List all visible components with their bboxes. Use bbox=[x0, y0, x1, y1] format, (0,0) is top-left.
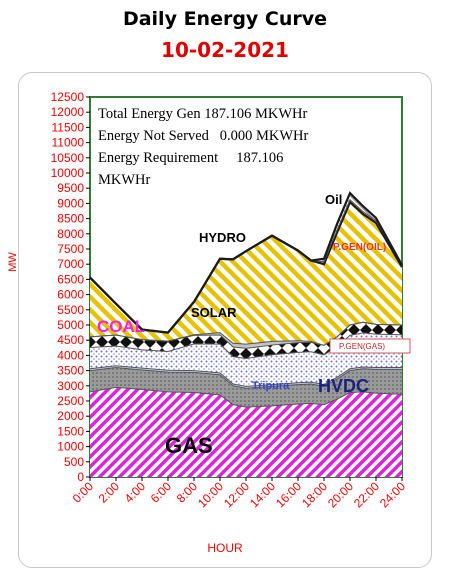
x-axis-label: HOUR bbox=[207, 541, 243, 555]
y-tick-label: 5500 bbox=[57, 303, 84, 317]
x-tick-label: 14:00 bbox=[247, 479, 278, 510]
y-tick-label: 2500 bbox=[57, 394, 84, 408]
y-tick-label: 8500 bbox=[57, 212, 84, 226]
area-tripura bbox=[90, 365, 402, 389]
x-tick-label: 24:00 bbox=[377, 479, 408, 510]
y-tick-label: 0 bbox=[77, 470, 84, 484]
y-tick-label: 8000 bbox=[57, 227, 84, 241]
y-tick-label: 2000 bbox=[57, 409, 84, 423]
y-tick-label: 10000 bbox=[51, 166, 85, 180]
label-tripura: Tripura bbox=[252, 380, 290, 392]
summary-line-1: Total Energy Gen 187.106 MKWHr bbox=[98, 106, 308, 122]
x-tick-label: 0:00 bbox=[70, 479, 97, 506]
summary-line-3: Energy Requirement 187.106 bbox=[98, 150, 283, 166]
line-p-gen-gas- bbox=[89, 332, 403, 359]
line-hvdc bbox=[89, 367, 402, 389]
line-oil bbox=[89, 191, 403, 334]
y-tick-label: 6000 bbox=[57, 288, 84, 302]
label-pgen-oil: P.GEN(OIL) bbox=[333, 242, 386, 253]
area-hydro bbox=[90, 202, 402, 346]
y-axis-label: MW bbox=[7, 252, 19, 272]
y-tick-label: 11500 bbox=[52, 120, 85, 134]
summary-line-2: Energy Not Served 0.000 MKWHr bbox=[98, 128, 309, 144]
y-tick-label: 1500 bbox=[57, 424, 84, 438]
y-tick-label: 3000 bbox=[57, 379, 84, 393]
y-tick-label: 5000 bbox=[57, 318, 84, 332]
y-tick-label: 7500 bbox=[57, 242, 84, 256]
line-solar bbox=[89, 321, 403, 346]
area-coal bbox=[90, 322, 402, 359]
y-tick-label: 9000 bbox=[57, 196, 84, 210]
y-tick-label: 12500 bbox=[51, 90, 85, 104]
x-tick-label: 2:00 bbox=[96, 479, 123, 506]
y-tick-label: 6500 bbox=[57, 272, 84, 286]
x-tick-label: 20:00 bbox=[325, 479, 356, 510]
y-tick-label: 9500 bbox=[57, 181, 84, 195]
x-tick-label: 12:00 bbox=[221, 479, 252, 510]
label-coal: COAL bbox=[97, 317, 145, 336]
label-pgen-gas-box bbox=[329, 338, 411, 354]
y-tick-label: 4500 bbox=[57, 333, 84, 347]
x-tick-label: 10:00 bbox=[195, 479, 226, 510]
line-tripura bbox=[89, 365, 402, 387]
label-oil: Oil bbox=[325, 192, 342, 207]
label-hvdc: HVDC bbox=[318, 376, 369, 396]
x-tick-label: 18:00 bbox=[299, 479, 330, 510]
label-hydro: HYDRO bbox=[199, 230, 246, 245]
energy-summary-box: Total Energy Gen 187.106 MKWHr Energy No… bbox=[98, 106, 309, 188]
area-gas bbox=[90, 387, 402, 477]
y-tick-label: 3500 bbox=[57, 364, 84, 378]
y-tick-label: 12000 bbox=[51, 105, 85, 119]
y-tick-label: 1000 bbox=[57, 440, 84, 454]
label-solar: SOLAR bbox=[191, 305, 237, 320]
summary-line-4: MKWHr bbox=[98, 172, 151, 188]
label-gas: GAS bbox=[165, 433, 213, 458]
area-hvdc bbox=[90, 367, 402, 408]
y-tick-label: 7000 bbox=[57, 257, 84, 271]
chart-frame bbox=[18, 72, 432, 568]
x-tick-label: 16:00 bbox=[273, 479, 304, 510]
y-tick-label: 10500 bbox=[51, 151, 85, 165]
y-tick-label: 500 bbox=[64, 455, 84, 469]
line-gas bbox=[89, 386, 403, 408]
label-pgen-gas: P.GEN(GAS) bbox=[339, 342, 385, 351]
chart-title: Daily Energy Curve bbox=[122, 8, 328, 30]
x-tick-label: 4:00 bbox=[122, 479, 149, 506]
y-tick-label: 11000 bbox=[52, 136, 85, 150]
chart-date: 10-02-2021 bbox=[161, 38, 289, 62]
x-tick-label: 6:00 bbox=[148, 479, 175, 506]
y-tick-label: 4000 bbox=[57, 348, 84, 362]
area-p-gen-gas- bbox=[90, 332, 402, 387]
x-tick-label: 22:00 bbox=[351, 479, 382, 510]
